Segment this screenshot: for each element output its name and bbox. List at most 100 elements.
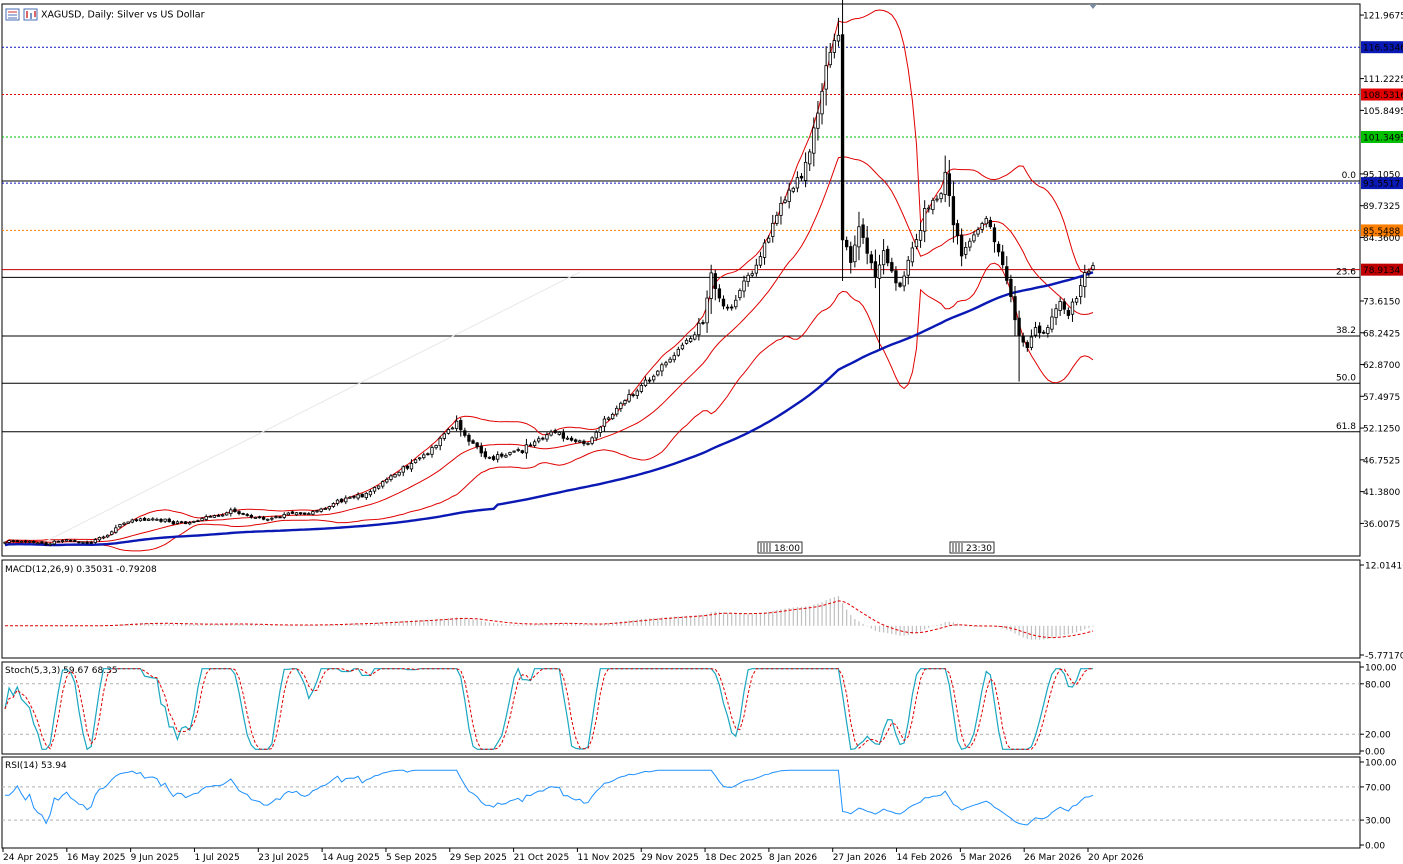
candle-body (783, 199, 787, 203)
candle-body (709, 272, 713, 299)
candle-body (409, 463, 414, 470)
candle-body (422, 454, 426, 459)
candle (569, 436, 574, 442)
candle (36, 541, 40, 545)
candle (935, 195, 939, 203)
candle-body (114, 527, 118, 533)
candle-body (229, 509, 233, 514)
candle (849, 241, 853, 274)
candle-body (48, 543, 52, 546)
candle-body (795, 177, 800, 189)
candle-body (339, 498, 344, 503)
stochastic-main-line (4, 667, 1093, 751)
trend-line (45, 271, 581, 542)
candle (545, 432, 549, 442)
bars-icon[interactable] (23, 8, 38, 21)
chart-window-icon[interactable] (5, 8, 20, 21)
candle-body (89, 541, 93, 544)
candle (734, 294, 738, 310)
candle-body (992, 227, 997, 243)
candle-body (290, 511, 295, 514)
candle (208, 515, 212, 518)
candle (906, 256, 910, 285)
candle-body (110, 531, 114, 535)
candle (631, 393, 635, 398)
candle-body (319, 508, 323, 512)
candle-body (918, 230, 923, 241)
time-axis-label: 21 Oct 2025 (514, 853, 570, 863)
chart-shift-marker-icon[interactable] (1089, 4, 1097, 9)
chart-overlays (4, 9, 1094, 552)
price-level-tag (1361, 263, 1403, 276)
candlesticks: 18:00 23:30 (3, 0, 1095, 554)
candle-body (69, 539, 73, 542)
price-level-lines[interactable]: 116.5346 108.5316 101.3495 93.5517 85.5488 78… (2, 41, 1403, 276)
candle (742, 275, 746, 298)
candle (1013, 285, 1017, 336)
candle (1033, 321, 1038, 338)
candle-body (553, 430, 557, 433)
candle (988, 216, 993, 229)
candle-body (890, 262, 894, 272)
candle (270, 516, 274, 521)
fibonacci-retracement[interactable]: 0.0 23.6 38.2 50.0 61.8 (2, 171, 1360, 433)
candle (697, 317, 701, 341)
candle (918, 222, 923, 248)
sub-axis-label: -5.77170 (1365, 652, 1403, 662)
candle-body (1066, 310, 1071, 316)
time-axis-label: 29 Sep 2025 (450, 853, 507, 863)
candle-body (886, 248, 890, 264)
candle-body (397, 471, 401, 476)
candle (894, 266, 898, 291)
candle-body (561, 432, 566, 439)
candle (660, 362, 664, 377)
candle-body (656, 370, 660, 376)
candle (672, 352, 676, 363)
candle (225, 511, 229, 516)
candle-body (216, 514, 221, 517)
candle-body (877, 264, 882, 279)
candle (93, 538, 97, 544)
candle (1066, 307, 1071, 320)
candle-body (693, 334, 697, 340)
candle-body (943, 171, 947, 195)
time-axis-label: 23 Jul 2025 (258, 853, 309, 863)
candle-body (93, 539, 97, 543)
candle-body (368, 491, 373, 496)
candle-body (541, 437, 545, 440)
candle-body (1017, 317, 1021, 336)
time-axis-label: 26 Mar 2026 (1024, 853, 1081, 863)
moving-average-line (4, 271, 1094, 547)
candle-body (335, 499, 340, 504)
candle (639, 383, 644, 394)
candle (491, 454, 496, 462)
candle-body (820, 90, 824, 115)
macd-label: MACD(12,26,9) 0.35031 -0.79208 (5, 565, 157, 575)
candle (335, 498, 340, 506)
price-axes: 121.9675 111.2225 105.8495 95.1050 89.7325 84… (1360, 12, 1403, 852)
candle (840, 0, 845, 281)
candle-body (418, 457, 422, 460)
candle (237, 510, 241, 516)
candle-body (1042, 331, 1046, 334)
candle (808, 148, 812, 171)
candle-body (840, 34, 845, 241)
candle (1025, 340, 1029, 352)
candle (434, 444, 438, 450)
time-axis-label: 20 Apr 2026 (1088, 853, 1144, 863)
candle (615, 405, 619, 417)
candle (319, 507, 323, 513)
price-axis-label: 68.2425 (1363, 329, 1400, 339)
candle-body (578, 440, 582, 443)
candle-body (1074, 298, 1079, 303)
candle-body (717, 288, 722, 299)
candle (192, 520, 196, 524)
candle (890, 257, 894, 273)
candle (483, 448, 488, 460)
candle-body (171, 521, 176, 525)
candle-body (606, 417, 611, 420)
candle (479, 442, 483, 457)
candle-body (282, 514, 286, 518)
candle-body (652, 375, 656, 381)
